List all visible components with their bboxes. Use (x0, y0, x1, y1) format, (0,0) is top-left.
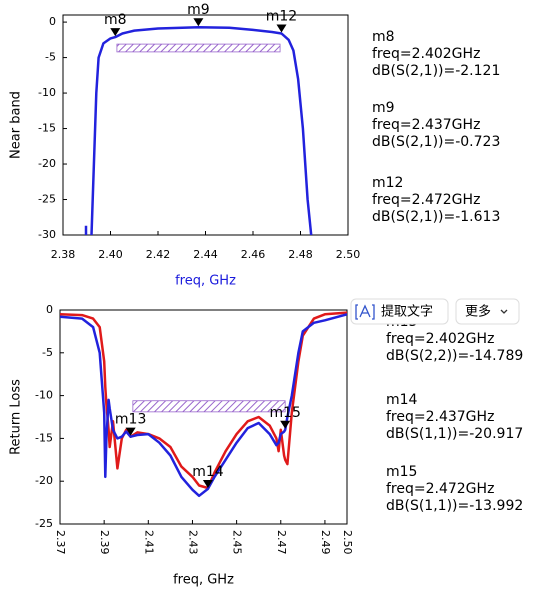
extract-text-button[interactable]: 提取文字 (350, 298, 449, 325)
marker (276, 24, 287, 33)
marker-label: m8 (104, 12, 127, 28)
x-tick-label: 2.44 (193, 248, 218, 261)
spec-box (116, 43, 281, 53)
readout-line: dB(S(2,1))=-0.723 (372, 134, 500, 150)
marker (193, 18, 204, 27)
button-label: 更多 (465, 304, 491, 320)
x-tick-label: 2.38 (51, 248, 76, 261)
marker (110, 28, 121, 37)
y-tick-label: -25 (38, 193, 56, 206)
x-tick-label: 2.48 (288, 248, 313, 261)
marker-label: m9 (187, 2, 210, 18)
plot-frame (59, 309, 348, 525)
readout-name: m15 (386, 464, 417, 480)
readout-line: dB(S(1,1))=-13.992 (386, 498, 523, 514)
x-tick-label: 2.46 (241, 248, 266, 261)
x-tick-label: 2.42 (146, 248, 171, 261)
x-tick-label: 2.37 (54, 530, 67, 555)
series-line (84, 25, 313, 235)
y-tick-label: -5 (45, 51, 56, 64)
readout-name: m14 (386, 392, 418, 408)
button-bg (350, 298, 449, 325)
y-tick-label: -20 (35, 474, 53, 487)
spec-box (132, 400, 286, 413)
y-tick-label: -30 (38, 228, 56, 241)
marker (202, 480, 213, 489)
button-label: 提取文字 (381, 304, 433, 320)
y-axis-label: Return Loss (9, 379, 24, 455)
x-tick-label: 2.39 (98, 530, 111, 555)
y-tick-label: 0 (49, 15, 56, 28)
readout-line: dB(S(2,1))=-1.613 (372, 209, 500, 225)
y-tick-label: -15 (35, 431, 53, 444)
x-axis-label: freq, GHz (173, 573, 234, 588)
y-axis-label: Near band (9, 91, 24, 159)
y-tick-label: -25 (35, 517, 53, 530)
readout-line: freq=2.472GHz (386, 481, 494, 497)
x-tick-label: 2.49 (319, 530, 332, 555)
marker-label: m15 (269, 405, 300, 421)
readout-name: m8 (372, 29, 395, 45)
x-tick-label: 2.40 (98, 248, 123, 261)
button-bg (455, 298, 520, 325)
marker-label: m14 (192, 464, 224, 480)
x-tick-label: 2.41 (142, 530, 155, 555)
readout-line: freq=2.437GHz (386, 409, 494, 425)
x-tick-label: 2.47 (275, 530, 288, 555)
x-tick-label: 2.45 (231, 530, 244, 555)
x-tick-label: 2.50 (341, 530, 354, 555)
readout-name: m9 (372, 100, 395, 116)
readout-line: dB(S(2,2))=-14.789 (386, 348, 523, 364)
y-tick-label: -10 (35, 389, 53, 402)
button-icon (355, 304, 375, 320)
y-tick-label: 0 (46, 303, 53, 316)
marker (280, 420, 291, 429)
readout-line: freq=2.472GHz (372, 192, 480, 208)
marker-label: m13 (115, 412, 146, 428)
readout-line: freq=2.437GHz (372, 117, 480, 133)
marker-label: m12 (266, 9, 297, 25)
readout-line: dB(S(2,1))=-2.121 (372, 63, 500, 79)
y-tick-label: -5 (42, 346, 53, 359)
y-tick-label: -10 (38, 86, 56, 99)
readout-line: freq=2.402GHz (386, 331, 494, 347)
y-tick-label: -15 (38, 122, 56, 135)
chevron (500, 309, 508, 314)
readout-line: freq=2.402GHz (372, 46, 480, 62)
y-tick-label: -20 (38, 157, 56, 170)
x-tick-label: 2.43 (186, 530, 199, 555)
x-axis-label: freq, GHz (175, 274, 236, 289)
marker (125, 427, 136, 436)
readout-name: m12 (372, 175, 403, 191)
readout-line: dB(S(1,1))=-20.917 (386, 426, 523, 442)
x-tick-label: 2.50 (336, 248, 361, 261)
more-button[interactable]: 更多 (455, 298, 520, 325)
